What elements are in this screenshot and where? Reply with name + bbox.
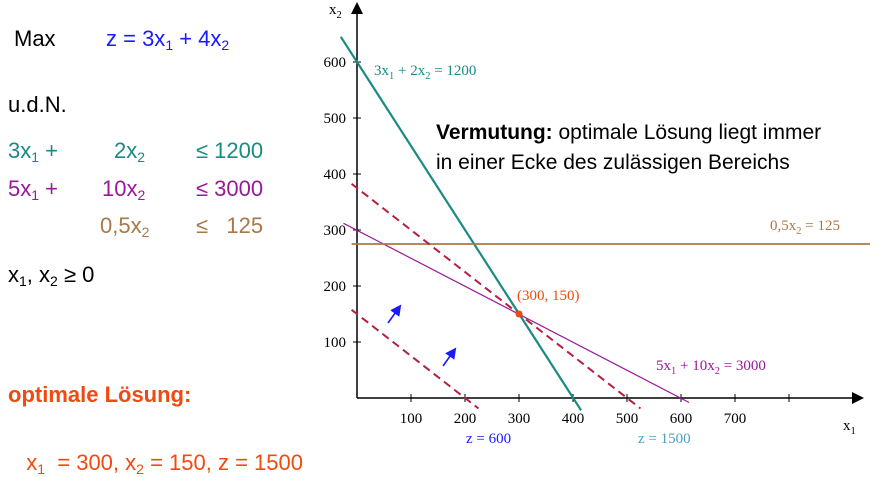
x-tick-label: 400 [562,411,585,427]
solution-heading: optimale Lösung: [8,382,192,407]
constraint-1-label: 3x1 + 2x2 = 1200 [374,63,476,82]
y-axis-label: x2 [329,2,342,21]
constraints-header: u.d.N. [8,92,67,117]
y-tick-label: 300 [324,223,347,239]
constraint-3-label: 0,5x2 = 125 [770,218,840,237]
conjecture-note: Vermutung: optimale Lösung liegt immer i… [436,118,821,178]
plot-labels: x1 x2 3x1 + 2x2 = 1200 5x1 + 10x2 = 3000 0,5… [329,2,856,447]
constraint-2-lhs-b: 10x2 [102,176,146,203]
x-axis-label: x1 [843,418,856,437]
x-tick-label: 500 [616,411,639,427]
isoline-z1500-label: z = 1500 [638,431,691,447]
conjecture-bold: Vermutung: [436,121,553,144]
x-tick-label: 700 [724,411,747,427]
axes [351,2,864,404]
axis-ticks: 100 200 300 400 500 600 700 100 200 300 400 500 600 [324,55,790,427]
constraint-lines [339,36,870,411]
lp-plot: 100 200 300 400 500 600 700100200300400500600 … [324,2,870,447]
isoline-z600-label: z = 600 [466,431,511,447]
direction-arrow [442,347,457,367]
constraint-2-rhs: ≤ 3000 [196,176,264,201]
isoline-z1500 [350,183,642,410]
objective-function: z = 3x1 + 4x2 [106,26,230,53]
y-tick-label: 600 [324,55,347,71]
constraint-2-label: 5x1 + 10x2 = 3000 [656,358,766,377]
x-tick-label: 200 [454,411,477,427]
isoline-z600 [350,309,480,410]
y-tick-label: 200 [324,279,347,295]
constraint-1-line [339,36,583,411]
conjecture-line2: in einer Ecke des zulässigen Bereichs [436,151,790,174]
optimal-point-label: (300, 150) [517,288,580,304]
x-tick-label: 100 [400,411,423,427]
y-tick-label: 100 [324,335,347,351]
constraint-3-lhs: 0,5x2 [100,213,150,240]
constraint-2-lhs-a: 5x1 + [8,176,59,203]
x-tick-label: 300 [508,411,531,427]
constraint-1-rhs: ≤ 1200 [196,138,264,163]
constraint-1-lhs-b: 2x2 [114,138,146,165]
constraint-1-lhs-a: 3x1 + [8,138,59,165]
nonnegativity: x1, x2 ≥ 0 [8,262,95,289]
conjecture-line1: optimale Lösung liegt immer [552,121,822,144]
optimal-point [515,310,523,318]
y-tick-label: 400 [324,167,347,183]
direction-arrow [387,304,402,324]
constraint-3-rhs: ≤ 125 [196,213,264,238]
x-tick-label: 600 [670,411,693,427]
max-label: Max [14,26,56,51]
y-tick-label: 500 [324,111,347,127]
